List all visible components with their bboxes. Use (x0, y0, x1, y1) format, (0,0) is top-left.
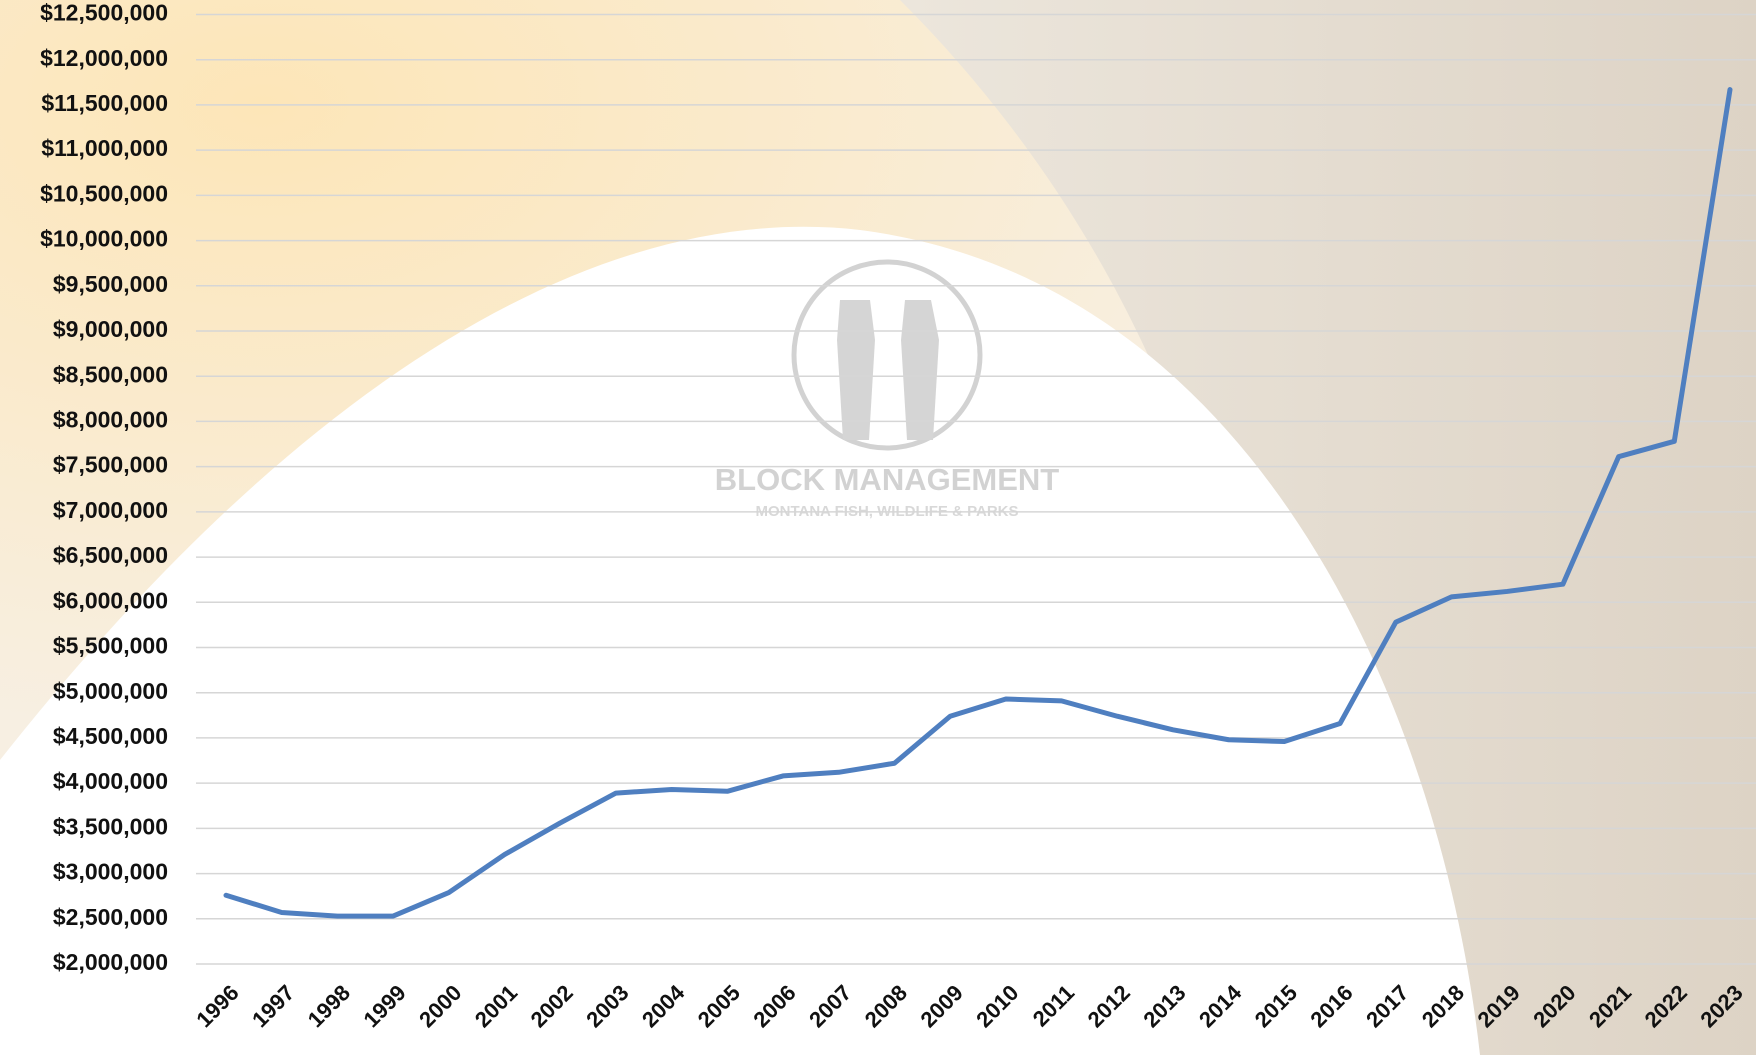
y-tick-label: $9,000,000 (53, 316, 168, 342)
watermark-title: BLOCK MANAGEMENT (715, 462, 1059, 497)
y-tick-label: $7,000,000 (53, 497, 168, 523)
watermark: BLOCK MANAGEMENT MONTANA FISH, WILDLIFE … (715, 259, 1059, 520)
y-tick-label: $11,000,000 (41, 135, 168, 161)
y-tick-label: $2,500,000 (53, 904, 168, 930)
y-tick-label: $6,000,000 (53, 587, 168, 613)
logo-ring (791, 259, 983, 451)
y-tick-label: $7,500,000 (53, 452, 168, 478)
y-tick-label: $10,500,000 (40, 180, 168, 206)
line-series (223, 87, 1733, 919)
y-tick-label: $3,000,000 (53, 859, 168, 885)
y-tick-label: $5,500,000 (53, 633, 168, 659)
y-tick-label: $11,500,000 (41, 90, 168, 116)
y-tick-label: $9,500,000 (53, 271, 168, 297)
y-tick-label: $4,000,000 (53, 768, 168, 794)
y-tick-label: $10,000,000 (40, 226, 168, 252)
logo-figures (837, 300, 939, 440)
y-tick-label: $5,000,000 (53, 678, 168, 704)
background-shape (900, 0, 1756, 1055)
y-tick-label: $8,000,000 (53, 407, 168, 433)
y-tick-label: $2,000,000 (53, 949, 168, 975)
y-tick-label: $8,500,000 (53, 361, 168, 387)
background-shape (0, 226, 1480, 1055)
y-tick-label: $12,500,000 (40, 0, 168, 26)
y-tick-label: $12,000,000 (40, 45, 168, 71)
y-tick-label: $4,500,000 (53, 723, 168, 749)
y-tick-label: $6,500,000 (53, 542, 168, 568)
y-tick-label: $3,500,000 (53, 813, 168, 839)
